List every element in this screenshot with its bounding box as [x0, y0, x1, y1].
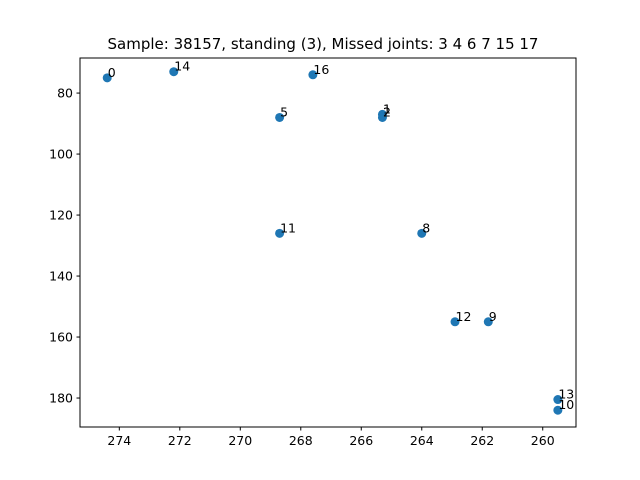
- data-label: 12: [456, 309, 472, 324]
- x-tick-label: 274: [107, 433, 131, 448]
- data-point: [308, 70, 318, 80]
- y-tick-label: 120: [49, 208, 73, 223]
- data-label: 2: [383, 104, 391, 119]
- x-tick-label: 272: [168, 433, 192, 448]
- data-point: [553, 395, 563, 405]
- data-point: [377, 112, 387, 122]
- data-label: 14: [174, 59, 190, 74]
- data-point: [102, 73, 112, 83]
- data-point: [275, 228, 285, 238]
- data-label: 1: [383, 101, 391, 116]
- x-tick-label: 266: [349, 433, 373, 448]
- y-tick-label: 160: [49, 330, 73, 345]
- y-tick-label: 100: [49, 147, 73, 162]
- x-tick-label: 270: [228, 433, 252, 448]
- data-points: [102, 67, 563, 415]
- data-label: 5: [280, 104, 288, 119]
- x-tick-label: 262: [470, 433, 494, 448]
- chart-title: Sample: 38157, standing (3), Missed join…: [108, 35, 539, 53]
- x-tick-label: 264: [410, 433, 434, 448]
- data-point: [450, 317, 460, 327]
- data-label: 16: [313, 62, 329, 77]
- data-label: 9: [489, 309, 497, 324]
- y-tick-label: 140: [49, 269, 73, 284]
- y-axis: 80 100 120 140 160 180: [49, 86, 80, 406]
- y-tick-label: 80: [57, 86, 73, 101]
- data-point: [553, 405, 563, 415]
- data-label: 13: [558, 387, 574, 402]
- data-point: [417, 228, 427, 238]
- y-tick-label: 180: [49, 391, 73, 406]
- data-label: 0: [108, 65, 116, 80]
- data-point: [275, 112, 285, 122]
- x-tick-label: 268: [289, 433, 313, 448]
- data-label: 10: [558, 397, 574, 412]
- data-label: 11: [280, 220, 296, 235]
- data-point: [483, 317, 493, 327]
- x-tick-label: 260: [531, 433, 555, 448]
- data-label: 8: [422, 220, 430, 235]
- data-point: [169, 67, 179, 77]
- plot-area-frame: [79, 57, 577, 428]
- x-axis: 274 272 270 268 266 264 262 260: [107, 427, 555, 448]
